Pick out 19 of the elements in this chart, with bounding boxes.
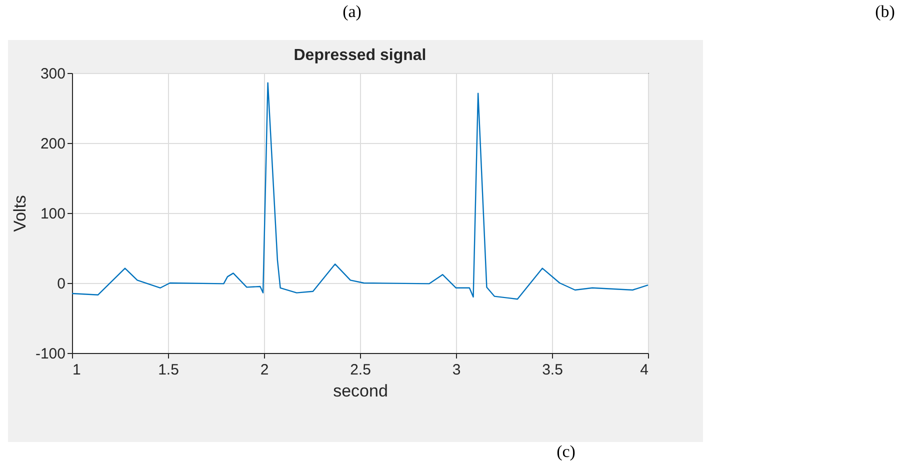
line-series: [71, 82, 649, 300]
text: (c): [556, 442, 576, 462]
chart-title: Depressed signal: [294, 47, 426, 64]
x-axis-title: second: [333, 382, 388, 400]
y-tick-label: 300: [40, 66, 66, 82]
x-tick-label: 1.5: [158, 362, 179, 378]
y-tick-label: 0: [57, 276, 66, 292]
y-tick-label: -100: [35, 346, 66, 362]
y-axis-title: Volts: [10, 195, 30, 232]
x-tick-label: 2.5: [350, 362, 371, 378]
x-tick-label: 4: [640, 362, 648, 378]
x-tick-label: 1: [72, 362, 81, 378]
x-tick-label: 3: [452, 362, 461, 378]
y-tick-label: 200: [40, 136, 66, 152]
text: (a): [342, 2, 362, 22]
x-tick-label: 3.5: [542, 362, 563, 378]
y-tick-label: 100: [40, 206, 66, 222]
text: (b): [875, 2, 895, 22]
x-tick-label: 2: [260, 362, 269, 378]
